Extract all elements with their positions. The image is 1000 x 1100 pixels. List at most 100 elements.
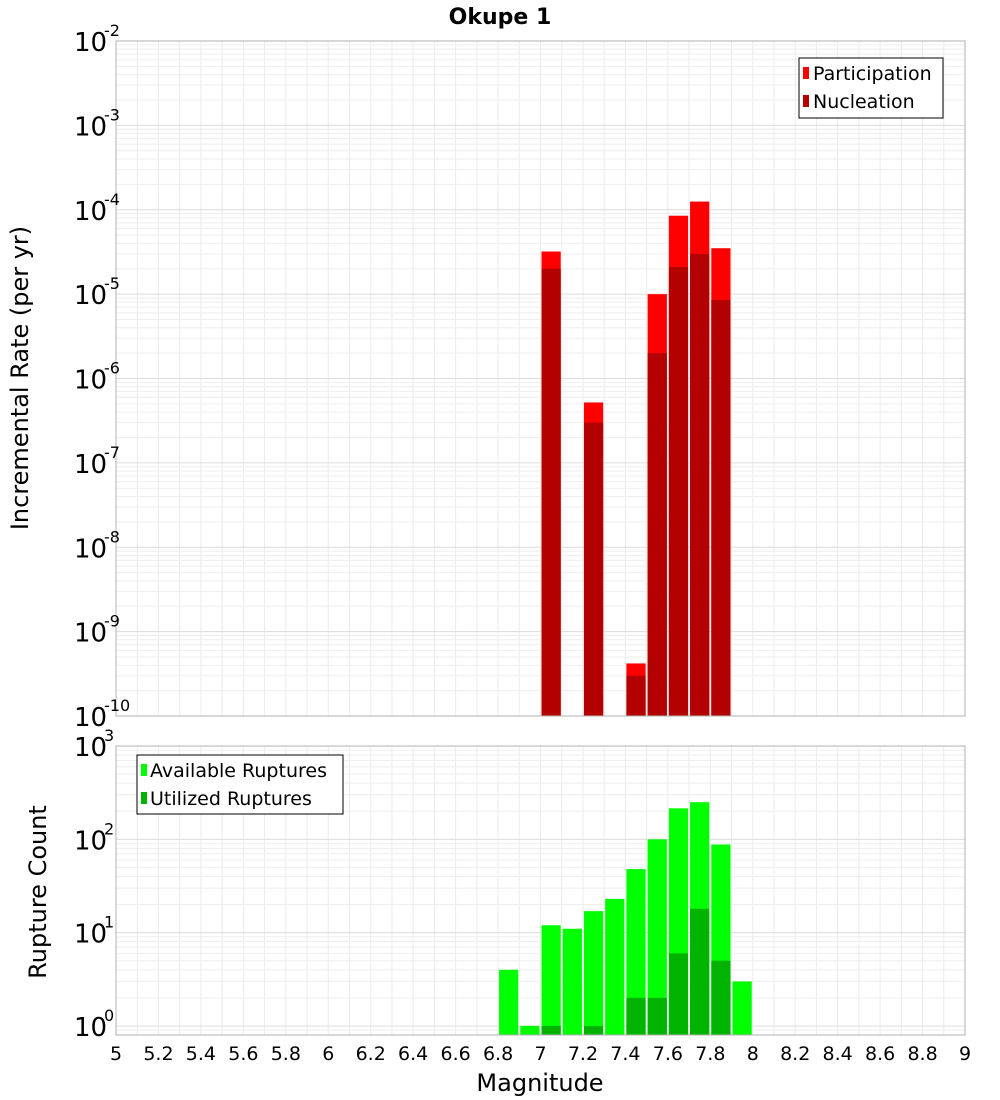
y-tick-exponent: -3 bbox=[104, 105, 120, 124]
y-tick-base: 10 bbox=[74, 112, 107, 142]
y-tick-base: 10 bbox=[74, 1013, 107, 1043]
chart-title: Okupe 1 bbox=[449, 5, 552, 30]
y-tick-exponent: 2 bbox=[104, 819, 114, 838]
rate-y-axis-label: Incremental Rate (per yr) bbox=[6, 226, 34, 530]
y-tick-label: 102 bbox=[74, 819, 114, 856]
y-tick-base: 10 bbox=[74, 450, 107, 480]
rate-legend-box bbox=[798, 57, 944, 119]
x-axis-label: Magnitude bbox=[476, 1069, 603, 1097]
x-tick-label: 7.6 bbox=[653, 1043, 683, 1065]
y-tick-label: 10-9 bbox=[74, 612, 120, 649]
x-tick-label: 5.4 bbox=[186, 1043, 216, 1065]
y-tick-label: 101 bbox=[74, 913, 114, 950]
y-tick-base: 10 bbox=[74, 534, 107, 564]
y-tick-label: 10-7 bbox=[74, 443, 120, 480]
y-tick-exponent: -5 bbox=[104, 274, 120, 293]
y-tick-base: 10 bbox=[74, 826, 107, 856]
available-ruptures-bar bbox=[583, 911, 604, 1035]
y-tick-label: 10-6 bbox=[74, 359, 120, 396]
available-ruptures-bar bbox=[626, 869, 646, 1035]
x-tick-label: 7 bbox=[534, 1043, 546, 1065]
count-legend: Available Ruptures Utilized Ruptures bbox=[136, 754, 344, 815]
y-tick-base: 10 bbox=[74, 920, 107, 950]
y-tick-label: 10-2 bbox=[74, 21, 120, 58]
utilized-ruptures-bar bbox=[711, 960, 731, 1035]
x-tick-label: 7.8 bbox=[695, 1043, 725, 1065]
nucleation-bar bbox=[626, 675, 646, 716]
y-tick-label: 10-3 bbox=[74, 105, 120, 142]
legend-swatch-available-ruptures bbox=[141, 764, 147, 776]
y-tick-exponent: -4 bbox=[104, 190, 120, 209]
x-tick-label: 7.4 bbox=[610, 1043, 640, 1065]
x-tick-label: 5.2 bbox=[143, 1043, 173, 1065]
x-tick-label: 8.4 bbox=[823, 1043, 853, 1065]
x-tick-label: 8.8 bbox=[907, 1043, 937, 1065]
y-tick-base: 10 bbox=[74, 281, 107, 311]
y-tick-label: 10-10 bbox=[74, 696, 130, 733]
x-tick-label: 8.2 bbox=[780, 1043, 810, 1065]
x-tick-label: 5.8 bbox=[271, 1043, 301, 1065]
available-ruptures-bar bbox=[605, 898, 625, 1035]
legend-swatch-participation bbox=[803, 67, 809, 79]
legend-label-utilized-ruptures: Utilized Ruptures bbox=[150, 788, 312, 810]
y-tick-exponent: -8 bbox=[104, 527, 120, 546]
nucleation-bar bbox=[668, 266, 689, 716]
legend-label-available-ruptures: Available Ruptures bbox=[150, 760, 327, 782]
x-tick-label: 6.6 bbox=[440, 1043, 470, 1065]
available-ruptures-bar bbox=[732, 981, 752, 1035]
utilized-ruptures-bar bbox=[668, 953, 689, 1035]
x-tick-label: 7.2 bbox=[568, 1043, 598, 1065]
x-tick-label: 5 bbox=[110, 1043, 122, 1065]
count-bars bbox=[499, 802, 752, 1035]
y-tick-base: 10 bbox=[74, 197, 107, 227]
x-tick-label: 9 bbox=[959, 1043, 971, 1065]
y-tick-label: 10-5 bbox=[74, 274, 120, 311]
y-tick-exponent: 0 bbox=[104, 1006, 114, 1025]
y-tick-exponent: -7 bbox=[104, 443, 120, 462]
legend-swatch-utilized-ruptures bbox=[141, 792, 147, 804]
y-tick-base: 10 bbox=[74, 733, 107, 763]
y-tick-exponent: -2 bbox=[104, 21, 120, 40]
y-tick-exponent: -6 bbox=[104, 359, 120, 378]
y-tick-exponent: 3 bbox=[104, 726, 114, 745]
nucleation-bar bbox=[647, 353, 667, 716]
utilized-ruptures-bar bbox=[583, 1025, 604, 1035]
utilized-ruptures-bar bbox=[626, 997, 646, 1035]
x-tick-label: 6.4 bbox=[398, 1043, 428, 1065]
utilized-ruptures-bar bbox=[690, 908, 710, 1035]
x-tick-label: 6.8 bbox=[483, 1043, 513, 1065]
y-tick-label: 10-8 bbox=[74, 527, 120, 564]
available-ruptures-bar bbox=[520, 1025, 540, 1035]
y-tick-base: 10 bbox=[74, 28, 107, 58]
x-axis-ticks: 5 5.2 5.4 5.6 5.8 6 6.2 6.4 6.6 6.8 7 7.2 7.4 7.6 7.8 8… bbox=[110, 1043, 971, 1065]
x-tick-label: 6.2 bbox=[356, 1043, 386, 1065]
y-tick-exponent: -10 bbox=[104, 696, 130, 715]
x-tick-label: 8 bbox=[747, 1043, 759, 1065]
count-plot-border bbox=[115, 745, 966, 1036]
y-tick-label: 10-4 bbox=[74, 190, 120, 227]
x-tick-label: 6 bbox=[322, 1043, 334, 1065]
legend-label-nucleation: Nucleation bbox=[813, 91, 915, 113]
rate-gridlines bbox=[116, 41, 965, 716]
y-tick-exponent: -9 bbox=[104, 612, 120, 631]
utilized-ruptures-bar bbox=[541, 1025, 561, 1035]
y-tick-exponent: 1 bbox=[104, 913, 114, 932]
nucleation-bar bbox=[711, 300, 731, 716]
count-legend-box bbox=[136, 754, 344, 815]
nucleation-bar bbox=[541, 268, 561, 716]
x-tick-label: 5.6 bbox=[228, 1043, 258, 1065]
rate-bars bbox=[541, 201, 731, 717]
available-ruptures-bar bbox=[562, 928, 582, 1035]
rate-legend: Participation Nucleation bbox=[798, 57, 944, 119]
available-ruptures-bar bbox=[647, 839, 667, 1035]
available-ruptures-bar bbox=[541, 925, 561, 1035]
legend-swatch-nucleation bbox=[803, 95, 809, 107]
rate-plot-border bbox=[115, 40, 966, 717]
x-tick-label: 8.6 bbox=[865, 1043, 895, 1065]
legend-label-participation: Participation bbox=[813, 63, 932, 85]
